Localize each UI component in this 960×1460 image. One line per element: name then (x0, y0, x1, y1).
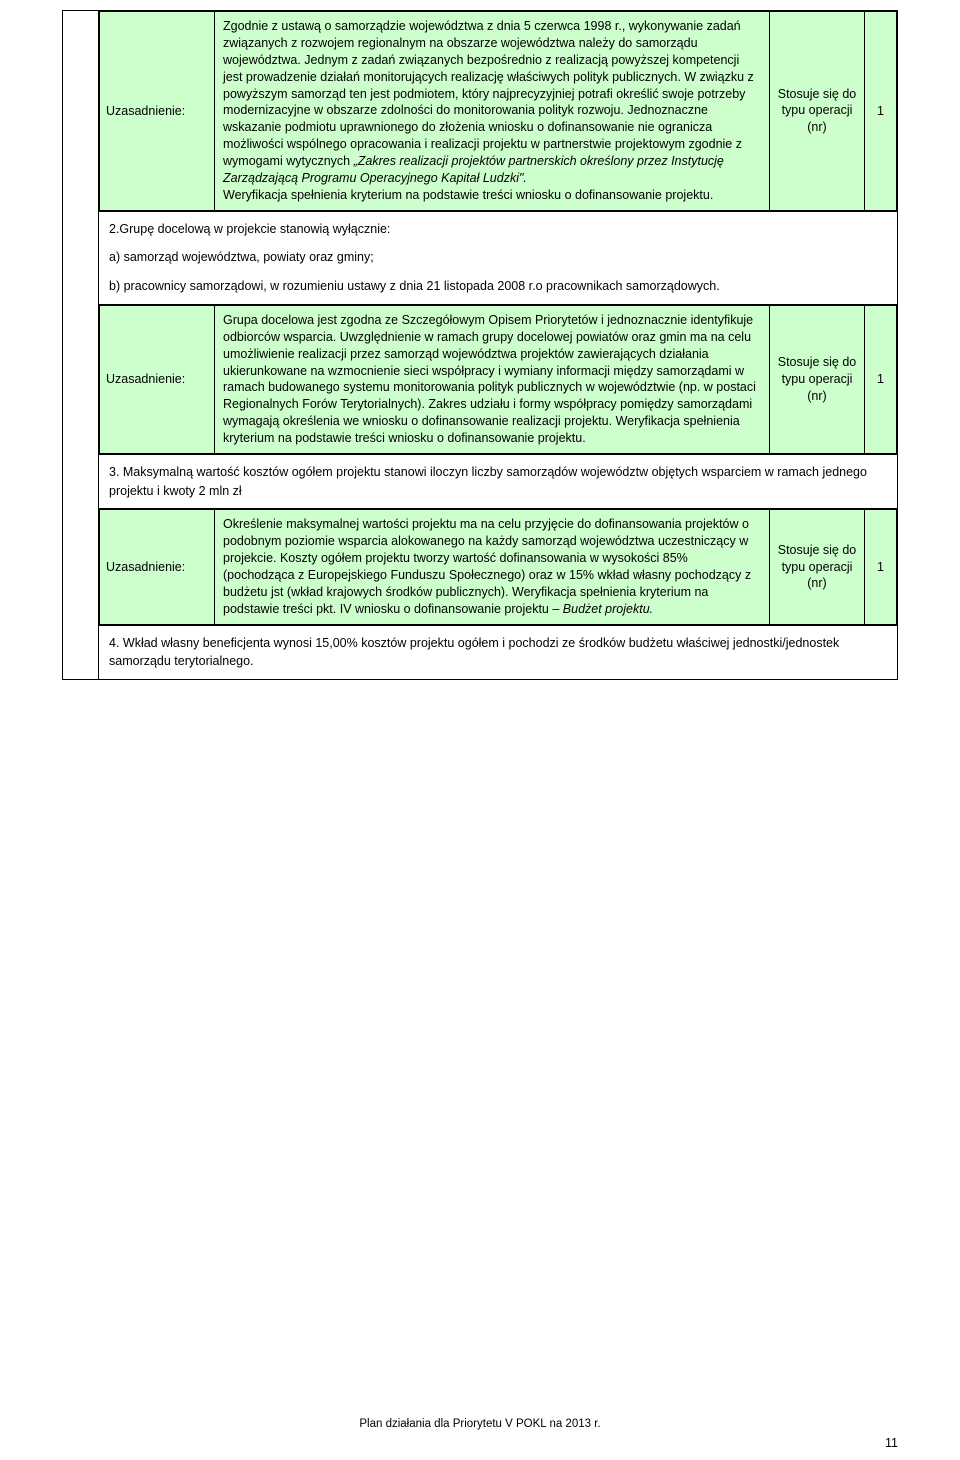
crit2-line2: a) samorząd województwa, powiaty oraz gm… (109, 248, 887, 267)
row1-text-p1: Zgodnie z ustawą o samorządzie województ… (223, 19, 754, 168)
criterion-2: 2.Grupę docelową w projekcie stanowią wy… (99, 211, 898, 304)
uzasadnienie-body-3: Określenie maksymalnej wartości projektu… (215, 510, 770, 624)
left-spacer (63, 11, 99, 680)
uzasadnienie-label-1: Uzasadnienie: (100, 12, 215, 211)
uzasadnienie-body-1: Zgodnie z ustawą o samorządzie województ… (215, 12, 770, 211)
applies-2: Stosuje się do typu operacji (nr) (770, 305, 865, 453)
footer-text: Plan działania dla Priorytetu V POKL na … (0, 1418, 960, 1430)
crit2-line3: b) pracownicy samorządowi, w rozumieniu … (109, 277, 887, 296)
crit2-line1: 2.Grupę docelową w projekcie stanowią wy… (109, 220, 887, 239)
applies-1: Stosuje się do typu operacji (nr) (770, 12, 865, 211)
criterion-3: 3. Maksymalną wartość kosztów ogółem pro… (99, 454, 898, 509)
uzasadnienie-label-3: Uzasadnienie: (100, 510, 215, 624)
row-1: Uzasadnienie: Zgodnie z ustawą o samorzą… (99, 11, 897, 211)
uzasadnienie-body-2: Grupa docelowa jest zgodna ze Szczegółow… (215, 305, 770, 453)
uzasadnienie-label-2: Uzasadnienie: (100, 305, 215, 453)
criterion-4: 4. Wkład własny beneficjenta wynosi 15,0… (99, 625, 898, 680)
row3-text-italic: Budżet projektu. (563, 602, 653, 616)
applies-3: Stosuje się do typu operacji (nr) (770, 510, 865, 624)
row3-text-p1: Określenie maksymalnej wartości projektu… (223, 517, 751, 615)
num-3: 1 (865, 510, 897, 624)
num-2: 1 (865, 305, 897, 453)
row-3: Uzasadnienie: Określenie maksymalnej war… (99, 509, 897, 624)
row-2: Uzasadnienie: Grupa docelowa jest zgodna… (99, 305, 897, 454)
row1-text-p2: Weryfikacja spełnienia kryterium na pods… (223, 188, 713, 202)
page-number: 11 (885, 1436, 898, 1450)
criteria-table: Uzasadnienie: Zgodnie z ustawą o samorzą… (62, 10, 898, 680)
num-1: 1 (865, 12, 897, 211)
